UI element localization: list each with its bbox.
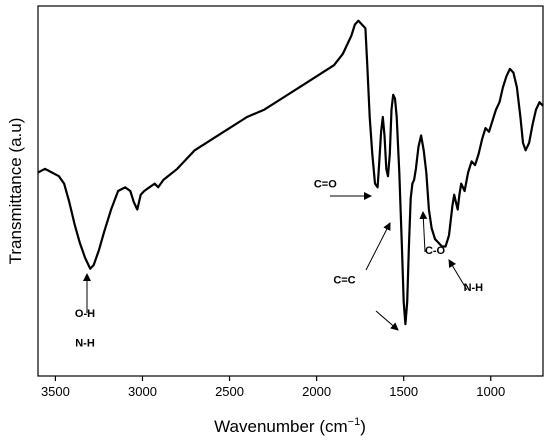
arrow-cc [365, 222, 391, 271]
x-axis-title-main: Wavenumber (cm [214, 417, 348, 436]
annotation-cc: C=C [333, 275, 355, 287]
annotation-co-single: C-O [425, 245, 446, 257]
arrow-co-single [419, 211, 428, 253]
x-axis-title: Wavenumber (cm−1) [214, 416, 366, 436]
x-tick-label-3000: 3000 [128, 384, 157, 399]
plot-frame [37, 5, 544, 377]
x-axis-ticks [54, 376, 492, 381]
x-tick-label-1000: 1000 [476, 384, 505, 399]
annotation-oh: O-H [75, 308, 95, 320]
peak-annotations: O-H N-H C=O C=C C-O N-H [75, 178, 483, 349]
x-tick-label-2500: 2500 [215, 384, 244, 399]
arrow-nh-right [448, 259, 468, 291]
y-axis-title: Transmittance (a.u) [6, 118, 25, 265]
x-axis-title-close: ) [360, 417, 366, 436]
arrow-cc-lower [375, 310, 399, 331]
x-tick-label-3500: 3500 [41, 384, 70, 399]
annotation-co-double: C=O [314, 178, 337, 190]
annotation-nh-right: N-H [464, 282, 484, 294]
x-tick-label-1500: 1500 [389, 384, 418, 399]
annotation-arrows [83, 192, 468, 331]
x-tick-label-2000: 2000 [302, 384, 331, 399]
x-axis-tick-labels: 3500 3000 2500 2000 1500 1000 [41, 384, 505, 399]
x-axis-title-superscript: −1 [348, 416, 361, 428]
spectrum-line [37, 19, 544, 326]
annotation-nh-left: N-H [75, 337, 95, 349]
